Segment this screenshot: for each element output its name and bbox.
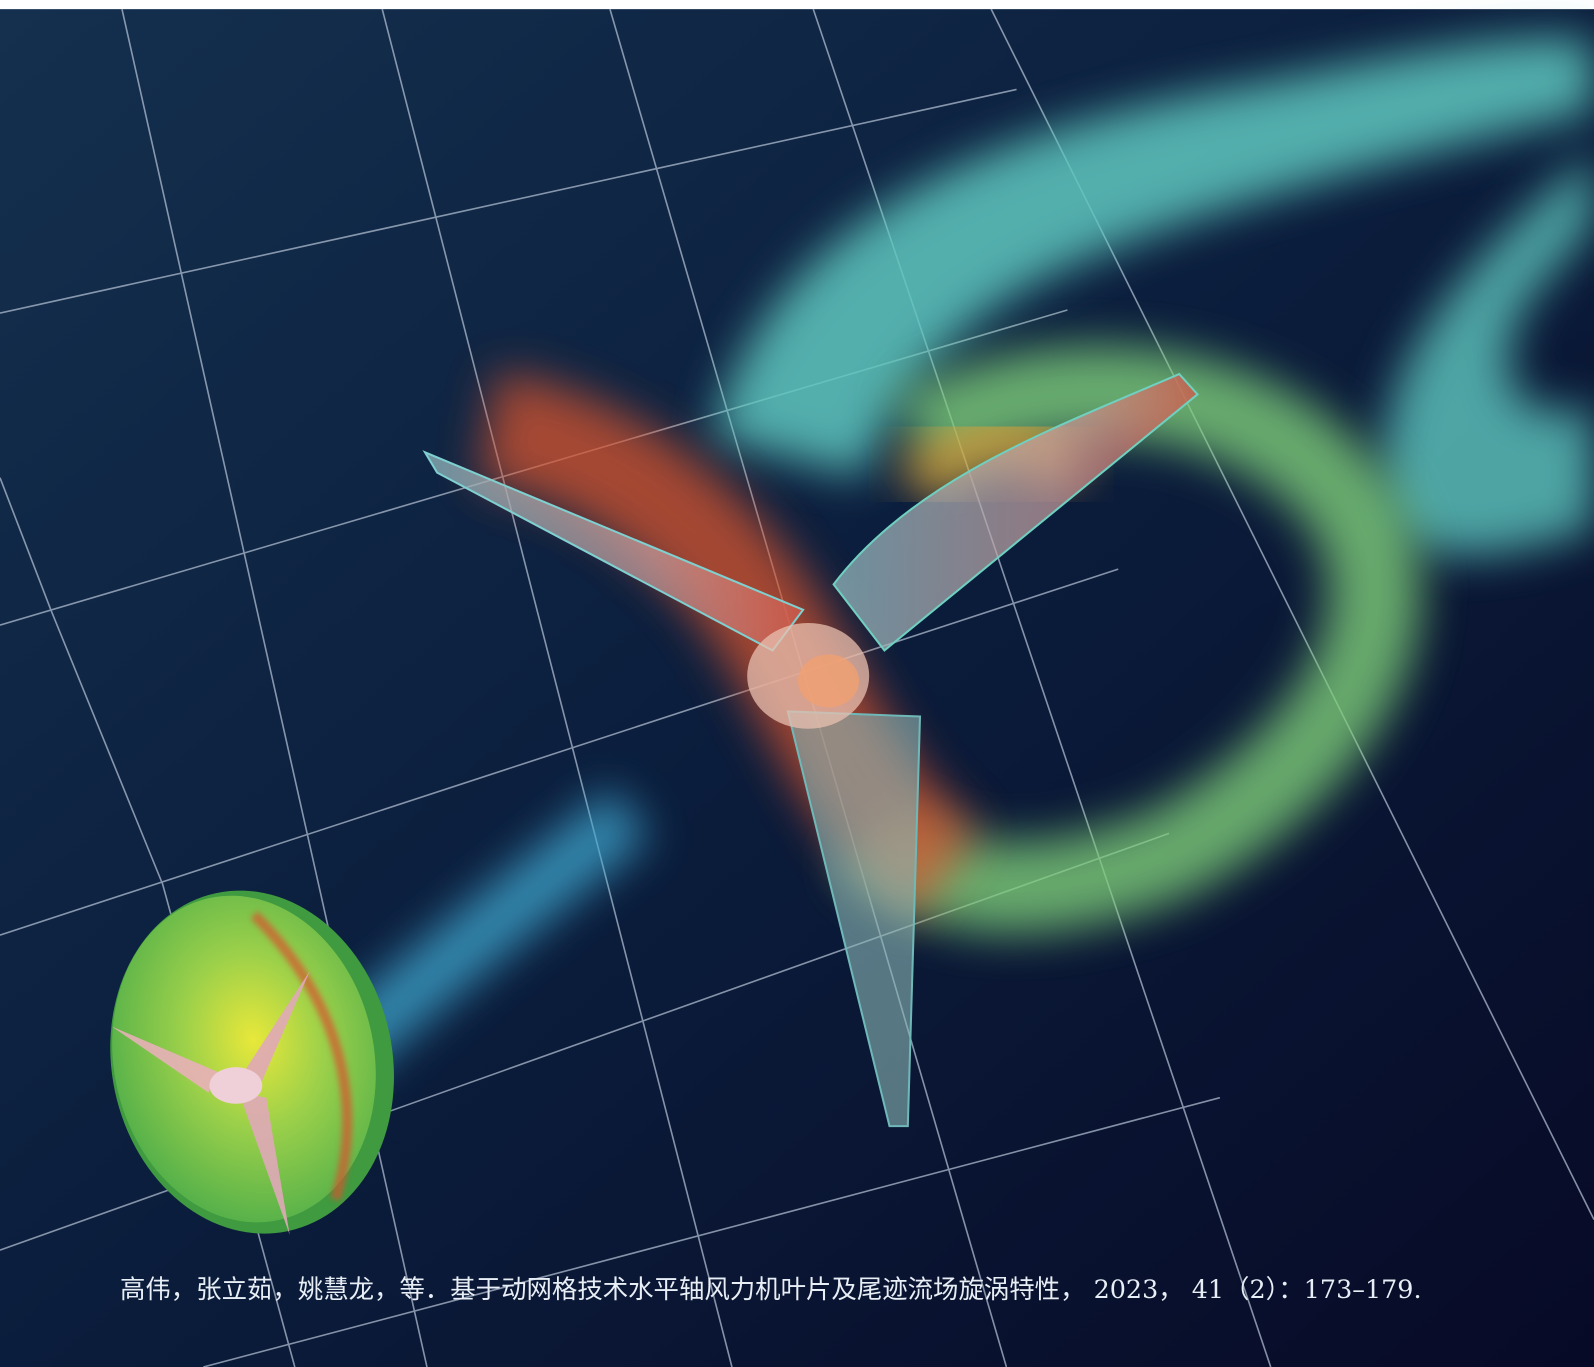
large-turbine — [422, 372, 1200, 1128]
citation: 高伟，张立茹，姚慧龙，等．基于动网格技术水平轴风力机叶片及尾迹流场旋涡特性， 2… — [120, 1274, 1422, 1304]
small-turbine — [110, 890, 394, 1235]
